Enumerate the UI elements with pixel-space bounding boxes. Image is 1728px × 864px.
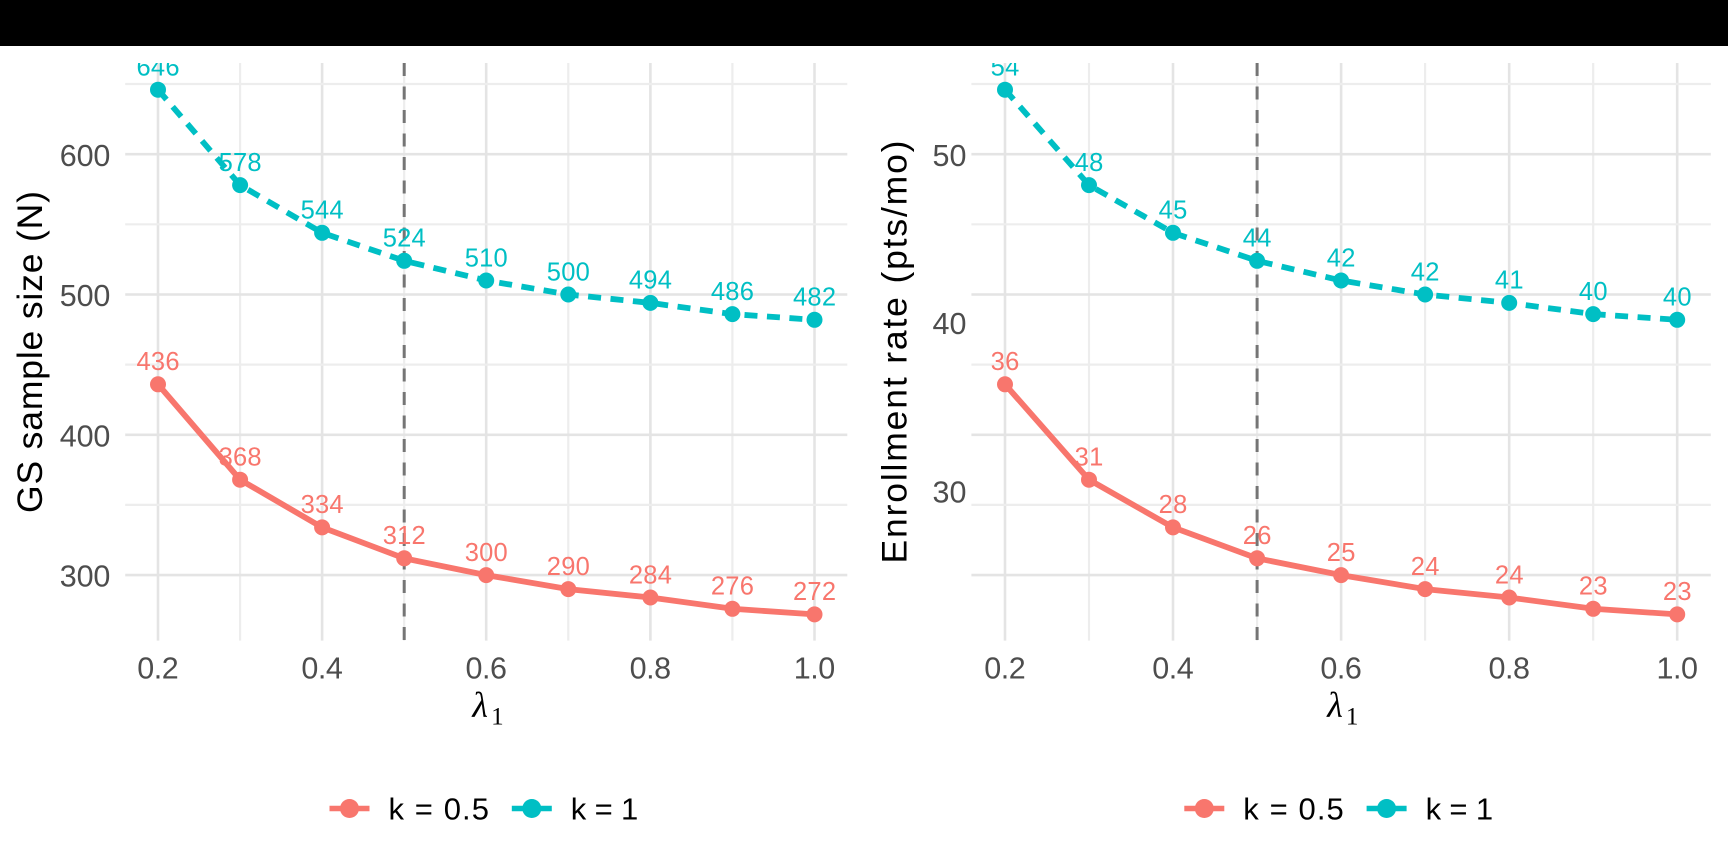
svg-text:54: 54 bbox=[991, 54, 1020, 82]
svg-text:544: 544 bbox=[301, 197, 344, 225]
svg-text:26: 26 bbox=[1243, 522, 1272, 550]
svg-text:0.2: 0.2 bbox=[137, 652, 179, 686]
svg-text:600: 600 bbox=[60, 139, 111, 173]
svg-text:300: 300 bbox=[465, 539, 508, 567]
svg-text:31: 31 bbox=[1075, 444, 1104, 472]
svg-text:40: 40 bbox=[1579, 278, 1608, 306]
svg-text:λ: λ bbox=[1326, 685, 1343, 725]
svg-text:486: 486 bbox=[711, 278, 754, 306]
svg-text:1.0: 1.0 bbox=[794, 652, 836, 686]
svg-text:482: 482 bbox=[793, 284, 836, 312]
svg-text:578: 578 bbox=[219, 149, 262, 177]
svg-text:0.8: 0.8 bbox=[630, 652, 672, 686]
svg-text:Enrollment rate (pts/mo): Enrollment rate (pts/mo) bbox=[875, 141, 915, 564]
svg-text:36: 36 bbox=[991, 348, 1020, 376]
svg-text:42: 42 bbox=[1327, 244, 1356, 272]
svg-text:k = 0.5: k = 0.5 bbox=[1243, 791, 1344, 826]
svg-text:40: 40 bbox=[933, 307, 967, 341]
svg-text:400: 400 bbox=[60, 419, 111, 453]
svg-text:k = 1: k = 1 bbox=[1426, 791, 1494, 826]
svg-text:40: 40 bbox=[1663, 284, 1692, 312]
svg-text:300: 300 bbox=[60, 560, 111, 594]
svg-text:334: 334 bbox=[301, 491, 344, 519]
svg-text:42: 42 bbox=[1411, 258, 1440, 286]
svg-text:500: 500 bbox=[547, 258, 590, 286]
svg-text:436: 436 bbox=[137, 348, 180, 376]
svg-text:24: 24 bbox=[1495, 561, 1524, 589]
svg-text:λ: λ bbox=[471, 685, 488, 725]
svg-text:23: 23 bbox=[1579, 573, 1608, 601]
svg-text:290: 290 bbox=[547, 553, 590, 581]
svg-text:k = 0.5: k = 0.5 bbox=[389, 791, 490, 826]
svg-text:41: 41 bbox=[1495, 267, 1524, 295]
svg-text:1: 1 bbox=[1346, 704, 1359, 731]
svg-text:k = 1: k = 1 bbox=[571, 791, 639, 826]
svg-text:272: 272 bbox=[793, 578, 836, 606]
svg-text:0.8: 0.8 bbox=[1488, 652, 1530, 686]
svg-text:284: 284 bbox=[629, 561, 672, 589]
svg-text:524: 524 bbox=[383, 225, 426, 253]
svg-text:25: 25 bbox=[1327, 539, 1356, 567]
svg-text:500: 500 bbox=[60, 279, 111, 313]
svg-text:45: 45 bbox=[1159, 197, 1188, 225]
svg-text:0.4: 0.4 bbox=[301, 652, 343, 686]
svg-text:510: 510 bbox=[465, 244, 508, 272]
svg-text:0.6: 0.6 bbox=[1320, 652, 1362, 686]
svg-text:50: 50 bbox=[933, 139, 967, 173]
svg-text:23: 23 bbox=[1663, 578, 1692, 606]
svg-text:312: 312 bbox=[383, 522, 426, 550]
svg-text:276: 276 bbox=[711, 573, 754, 601]
svg-text:1: 1 bbox=[491, 704, 504, 731]
svg-text:0.4: 0.4 bbox=[1152, 652, 1194, 686]
svg-text:0.6: 0.6 bbox=[465, 652, 507, 686]
svg-text:494: 494 bbox=[629, 267, 672, 295]
svg-text:28: 28 bbox=[1159, 491, 1188, 519]
svg-text:0.2: 0.2 bbox=[984, 652, 1026, 686]
svg-text:24: 24 bbox=[1411, 553, 1440, 581]
svg-text:646: 646 bbox=[137, 54, 180, 82]
svg-text:368: 368 bbox=[219, 444, 262, 472]
svg-text:44: 44 bbox=[1243, 225, 1272, 253]
svg-text:GS sample size (N): GS sample size (N) bbox=[10, 191, 50, 513]
svg-text:48: 48 bbox=[1075, 149, 1104, 177]
svg-text:30: 30 bbox=[933, 476, 967, 510]
svg-text:1.0: 1.0 bbox=[1656, 652, 1698, 686]
